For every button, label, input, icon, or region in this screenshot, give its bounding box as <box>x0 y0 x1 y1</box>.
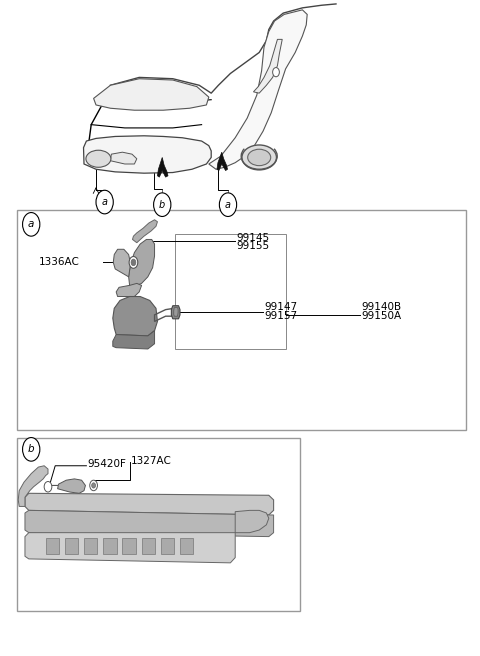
Polygon shape <box>113 331 155 349</box>
Polygon shape <box>84 136 211 173</box>
FancyBboxPatch shape <box>142 538 155 554</box>
Circle shape <box>273 68 279 77</box>
Ellipse shape <box>86 150 111 167</box>
Text: 1327AC: 1327AC <box>131 456 171 466</box>
Polygon shape <box>217 152 228 171</box>
Polygon shape <box>18 466 48 506</box>
Circle shape <box>23 213 40 236</box>
Polygon shape <box>25 493 274 515</box>
Polygon shape <box>113 297 157 336</box>
Polygon shape <box>129 239 155 289</box>
FancyBboxPatch shape <box>46 538 59 554</box>
Circle shape <box>131 259 136 266</box>
Circle shape <box>154 193 171 216</box>
Text: 95420F: 95420F <box>87 459 126 470</box>
Polygon shape <box>116 283 142 297</box>
Circle shape <box>129 256 138 268</box>
Polygon shape <box>113 249 131 277</box>
FancyBboxPatch shape <box>65 538 78 554</box>
Polygon shape <box>25 510 274 537</box>
Circle shape <box>96 190 113 214</box>
Polygon shape <box>88 152 105 162</box>
Polygon shape <box>253 39 282 93</box>
Polygon shape <box>110 152 137 164</box>
Circle shape <box>23 438 40 461</box>
Text: 99145: 99145 <box>236 233 269 243</box>
FancyBboxPatch shape <box>122 538 136 554</box>
Text: 99140B: 99140B <box>361 302 401 312</box>
FancyBboxPatch shape <box>103 538 117 554</box>
Circle shape <box>44 482 52 492</box>
Polygon shape <box>209 10 307 169</box>
Text: b: b <box>159 199 166 210</box>
Ellipse shape <box>248 150 271 165</box>
Polygon shape <box>58 479 85 493</box>
FancyBboxPatch shape <box>161 538 174 554</box>
Text: 1336AC: 1336AC <box>38 257 79 268</box>
Polygon shape <box>171 306 180 319</box>
FancyBboxPatch shape <box>17 210 466 430</box>
Circle shape <box>90 480 97 491</box>
Text: a: a <box>225 199 231 210</box>
Polygon shape <box>25 533 235 563</box>
FancyBboxPatch shape <box>180 538 193 554</box>
Polygon shape <box>174 308 178 316</box>
Text: b: b <box>28 444 35 455</box>
Text: a: a <box>28 219 35 230</box>
Circle shape <box>92 483 96 488</box>
Polygon shape <box>132 220 157 243</box>
Ellipse shape <box>242 145 276 170</box>
Text: 99155: 99155 <box>236 241 269 251</box>
Text: 99147: 99147 <box>264 302 297 312</box>
Polygon shape <box>157 157 168 177</box>
Polygon shape <box>235 510 269 533</box>
FancyBboxPatch shape <box>17 438 300 611</box>
FancyBboxPatch shape <box>84 538 97 554</box>
Circle shape <box>219 193 237 216</box>
Polygon shape <box>94 79 209 110</box>
Text: 99157: 99157 <box>264 311 297 321</box>
Text: 99150A: 99150A <box>361 311 401 321</box>
Text: a: a <box>102 197 108 207</box>
